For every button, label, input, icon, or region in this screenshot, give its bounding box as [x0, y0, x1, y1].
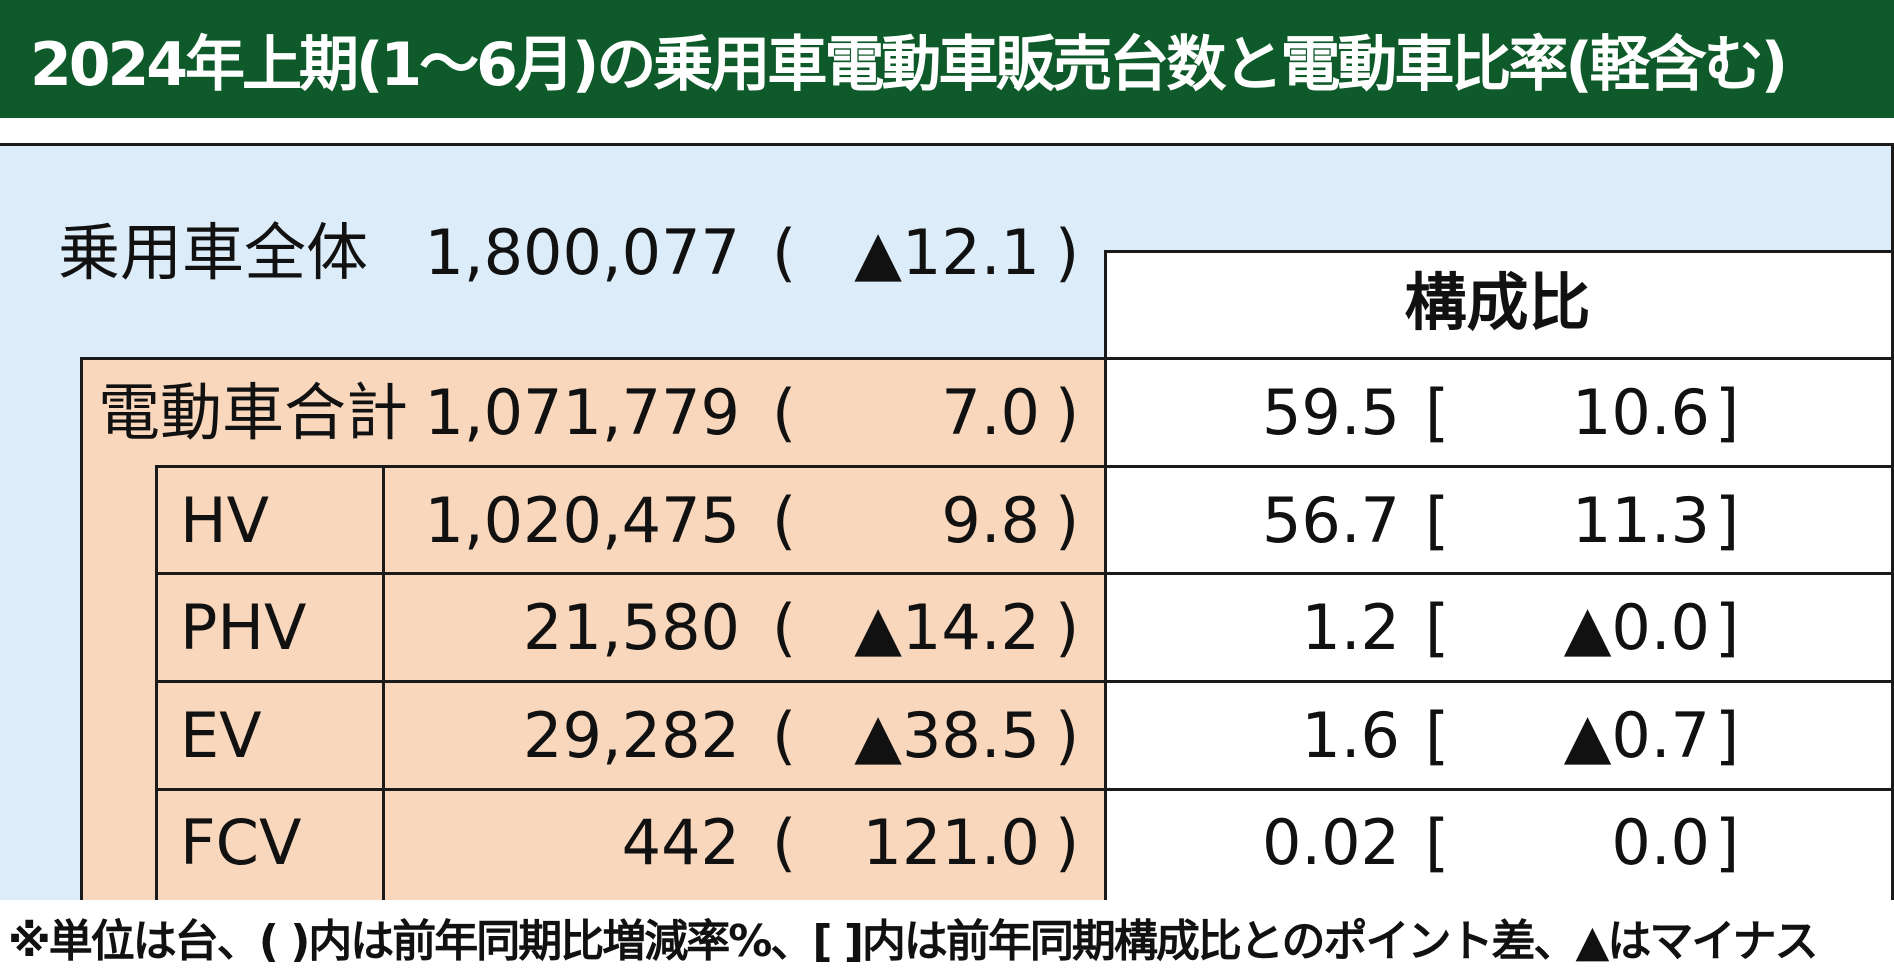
total-yoy: ▲12.1 — [854, 216, 1040, 289]
row-label: HV — [180, 484, 270, 557]
paren-close: ) — [1055, 216, 1080, 289]
share-column — [1104, 250, 1891, 900]
paren-close: ) — [1055, 699, 1080, 772]
paren-open: ( — [772, 484, 797, 557]
paren-open: ( — [772, 591, 797, 664]
paren-open: ( — [772, 216, 797, 289]
row-share: 1.2 — [1301, 591, 1400, 664]
row-yoy: ▲14.2 — [854, 591, 1040, 664]
row-units: 21,580 — [523, 591, 740, 664]
bracket-open: [ — [1425, 806, 1450, 879]
paren-close: ) — [1055, 806, 1080, 879]
paren-open: ( — [772, 376, 797, 449]
row-share-diff: ▲0.0 — [1563, 591, 1710, 664]
chart-title: 2024年上期(1～6月)の乗用車電動車販売台数と電動車比率(軽含む) — [0, 0, 1894, 118]
row-share-diff: 10.6 — [1571, 376, 1710, 449]
total-label: 乗用車全体 — [58, 216, 369, 289]
bracket-open: [ — [1425, 699, 1450, 772]
bracket-close: ] — [1715, 591, 1740, 664]
row-label: PHV — [180, 591, 307, 664]
total-units: 1,800,077 — [424, 216, 740, 289]
row-yoy: 121.0 — [862, 806, 1041, 879]
row-units: 29,282 — [523, 699, 740, 772]
row-share-diff: 0.0 — [1611, 806, 1710, 879]
share-header-divider — [1104, 357, 1891, 360]
row-divider — [155, 788, 1891, 791]
row-share-diff: ▲0.7 — [1563, 699, 1710, 772]
row-share: 1.6 — [1301, 699, 1400, 772]
paren-close: ) — [1055, 376, 1080, 449]
paren-close: ) — [1055, 591, 1080, 664]
footnote: ※単位は台、( )内は前年同期比増減率%、[ ]内は前年同期構成比とのポイント差… — [8, 916, 1818, 967]
row-units: 1,071,779 — [424, 376, 740, 449]
share-header: 構成比 — [1404, 266, 1591, 339]
row-units: 1,020,475 — [424, 484, 740, 557]
row-label: EV — [180, 699, 262, 772]
bracket-close: ] — [1715, 699, 1740, 772]
row-share-diff: 11.3 — [1571, 484, 1710, 557]
row-label: FCV — [180, 806, 302, 879]
row-share: 0.02 — [1261, 806, 1400, 879]
row-label: 電動車合計 — [98, 376, 409, 449]
electric-vehicles-block — [80, 357, 1104, 900]
bracket-close: ] — [1715, 376, 1740, 449]
bracket-open: [ — [1425, 376, 1450, 449]
bracket-open: [ — [1425, 484, 1450, 557]
paren-open: ( — [772, 699, 797, 772]
row-divider — [155, 465, 1891, 468]
paren-open: ( — [772, 806, 797, 879]
row-share: 59.5 — [1261, 376, 1400, 449]
bracket-close: ] — [1715, 806, 1740, 879]
row-yoy: ▲38.5 — [854, 699, 1040, 772]
row-divider — [155, 572, 1891, 575]
paren-close: ) — [1055, 484, 1080, 557]
row-units: 442 — [621, 806, 740, 879]
row-share: 56.7 — [1261, 484, 1400, 557]
bracket-close: ] — [1715, 484, 1740, 557]
row-yoy: 9.8 — [941, 484, 1040, 557]
row-yoy: 7.0 — [941, 376, 1040, 449]
bracket-open: [ — [1425, 591, 1450, 664]
row-divider — [155, 680, 1891, 683]
